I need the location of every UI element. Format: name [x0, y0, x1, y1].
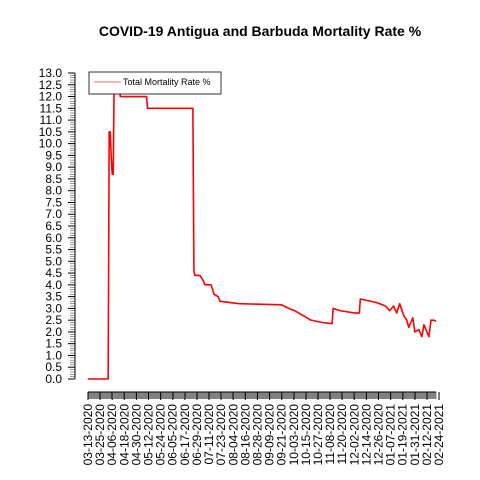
x-tick-label: 05-24-2020: [154, 404, 168, 466]
y-tick-label: 5.5: [45, 243, 62, 257]
y-tick-label: 9.0: [45, 160, 62, 174]
x-axis: 03-13-202003-25-202004-06-202004-18-2020…: [81, 391, 446, 466]
y-tick-label: 11.0: [40, 113, 63, 127]
y-tick-label: 1.0: [45, 348, 62, 362]
y-tick-label: 0.5: [45, 360, 62, 374]
x-tick-label: 01-31-2021: [408, 404, 422, 466]
y-tick-label: 5.0: [45, 254, 62, 268]
chart-title: COVID-19 Antigua and Barbuda Mortality R…: [99, 23, 422, 39]
y-tick-label: 8.5: [45, 172, 62, 186]
x-tick-label: 06-29-2020: [190, 404, 204, 466]
y-tick-label: 6.5: [45, 219, 62, 233]
y-tick-label: 4.5: [45, 266, 62, 280]
y-tick-label: 2.0: [45, 325, 62, 339]
x-tick-label: 03-13-2020: [81, 404, 95, 466]
y-tick-label: 2.5: [45, 313, 62, 327]
y-tick-label: 10.0: [39, 137, 63, 151]
x-tick-label: 09-09-2020: [263, 404, 277, 466]
y-tick-label: 1.5: [45, 337, 62, 351]
y-tick-label: 9.5: [45, 148, 62, 162]
y-tick-label: 11.5: [40, 101, 63, 115]
x-tick-label: 03-25-2020: [93, 404, 107, 466]
x-tick-label: 05-12-2020: [142, 404, 156, 466]
y-tick-label: 8.0: [45, 184, 62, 198]
y-tick-label: 4.0: [45, 278, 62, 292]
x-tick-label: 08-16-2020: [238, 404, 252, 466]
y-tick-label: 3.5: [45, 290, 62, 304]
x-tick-label: 04-06-2020: [105, 404, 119, 466]
y-tick-label: 7.0: [45, 207, 62, 221]
x-tick-label: 09-21-2020: [275, 404, 289, 466]
x-tick-label: 06-17-2020: [178, 404, 192, 466]
x-tick-label: 12-02-2020: [347, 404, 361, 466]
x-tick-label: 06-05-2020: [166, 404, 180, 466]
y-tick-label: 3.0: [45, 301, 62, 315]
x-tick-label: 10-27-2020: [311, 404, 325, 466]
x-tick-label: 11-08-2020: [323, 404, 337, 465]
x-tick-label: 11-20-2020: [335, 404, 349, 465]
y-tick-label: 6.0: [45, 231, 62, 245]
y-tick-label: 0.0: [45, 372, 62, 386]
x-tick-label: 04-30-2020: [129, 404, 143, 466]
y-tick-label: 12.5: [39, 78, 63, 92]
x-tick-label: 08-04-2020: [226, 404, 240, 466]
y-tick-label: 10.5: [39, 125, 63, 139]
x-tick-label: 01-19-2021: [396, 404, 410, 466]
x-tick-label: 02-12-2021: [420, 404, 434, 466]
x-tick-label: 12-26-2020: [372, 404, 386, 466]
x-tick-label: 08-28-2020: [250, 404, 264, 466]
x-tick-label: 10-15-2020: [299, 404, 313, 466]
y-tick-label: 13.0: [39, 66, 63, 80]
y-tick-label: 12.0: [39, 90, 63, 104]
x-tick-label: 01-07-2021: [384, 404, 398, 466]
legend: Total Mortality Rate %: [88, 71, 222, 95]
x-tick-label: 07-11-2020: [202, 404, 216, 465]
x-tick-label: 12-14-2020: [359, 404, 373, 466]
y-axis: 0.00.51.01.52.02.53.03.54.04.55.05.56.06…: [39, 66, 76, 386]
legend-box: [88, 71, 222, 95]
series-line: [88, 72, 437, 380]
x-tick-label: 02-24-2021: [432, 404, 446, 466]
legend-label: Total Mortality Rate %: [123, 77, 211, 87]
x-tick-label: 07-23-2020: [214, 404, 228, 466]
series-layer: [88, 72, 437, 380]
x-tick-label: 04-18-2020: [117, 404, 131, 466]
y-tick-label: 7.5: [45, 195, 62, 209]
x-tick-label: 10-03-2020: [287, 404, 301, 466]
